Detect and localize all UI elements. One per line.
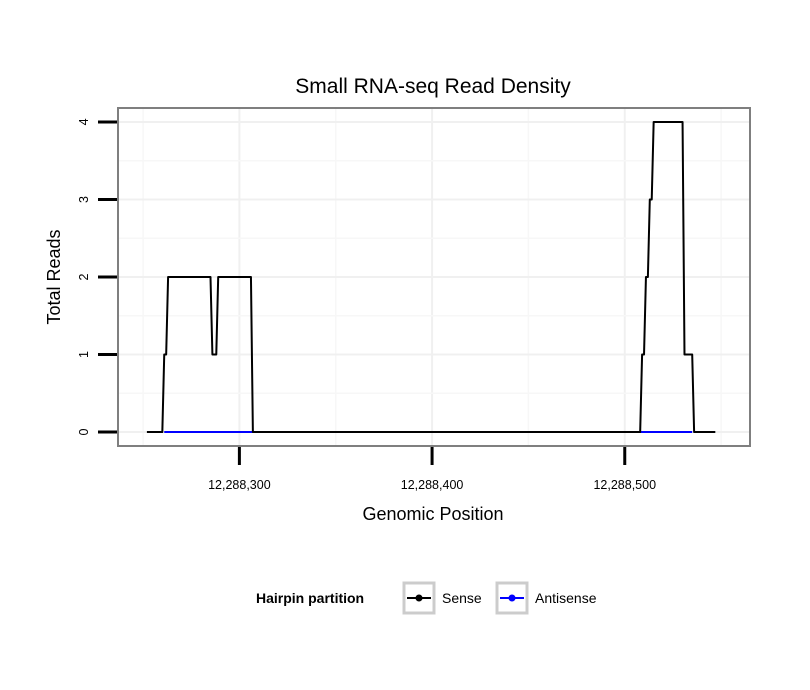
x-tick-label: 12,288,500 xyxy=(593,478,656,492)
y-tick-label: 2 xyxy=(77,273,91,280)
x-tick-label: 12,288,300 xyxy=(208,478,271,492)
legend-key-point xyxy=(508,594,516,602)
series-line-sense xyxy=(146,120,716,434)
series-lines xyxy=(146,120,716,434)
x-axis-label: Genomic Position xyxy=(362,504,503,524)
y-axis-label: Total Reads xyxy=(44,229,64,324)
legend-key-point xyxy=(415,594,423,602)
y-tick-label: 3 xyxy=(77,196,91,203)
y-tick-label: 0 xyxy=(77,429,91,436)
axis-ticks: 0 1 2 3 4 12,288,300 12,288,400 12,288,500 xyxy=(77,118,656,492)
x-tick-label: 12,288,400 xyxy=(401,478,464,492)
y-tick-label: 4 xyxy=(77,118,91,125)
y-tick-label: 1 xyxy=(77,351,91,358)
legend: Hairpin partition Sense Antisense xyxy=(256,581,597,615)
plot-panel-border xyxy=(117,107,751,447)
chart-title: Small RNA-seq Read Density xyxy=(295,75,571,98)
legend-title: Hairpin partition xyxy=(256,590,364,606)
legend-label-antisense: Antisense xyxy=(535,590,597,606)
legend-label-sense: Sense xyxy=(442,590,482,606)
